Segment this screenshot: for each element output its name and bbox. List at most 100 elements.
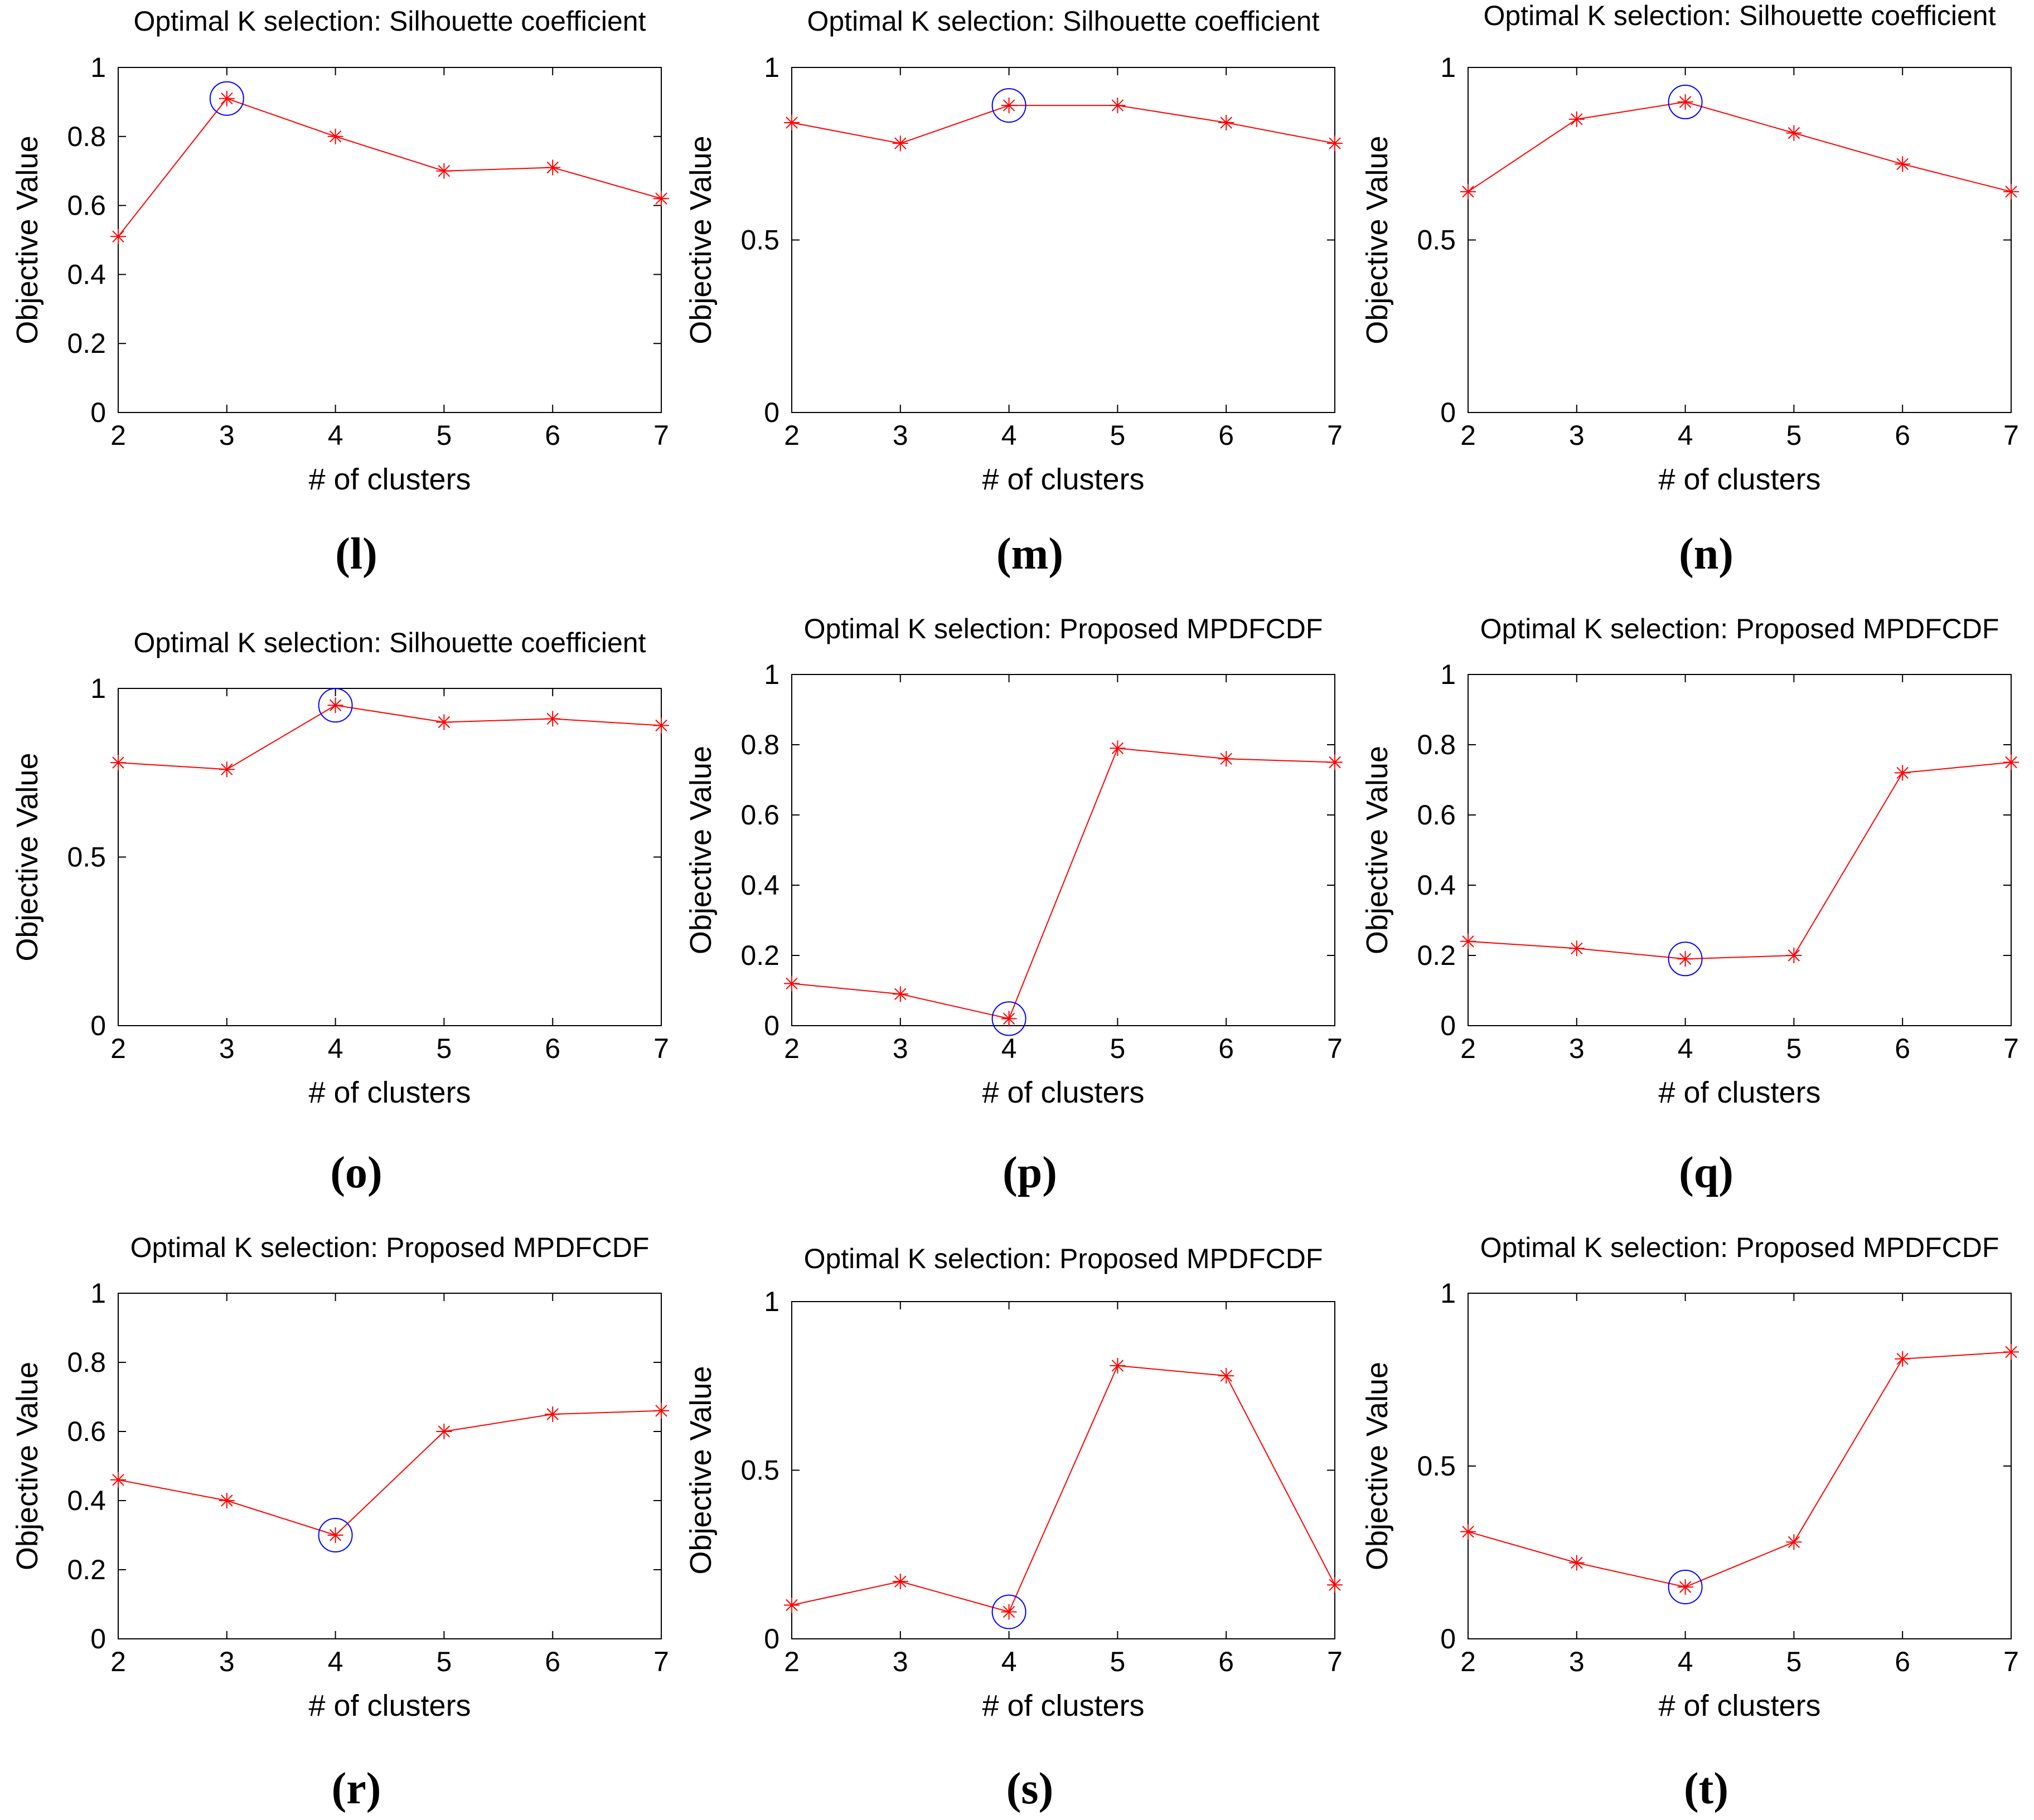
x-tick-label: 5 xyxy=(1110,420,1125,451)
x-tick-label: 5 xyxy=(1110,1646,1125,1677)
panel-label-letter: r xyxy=(346,1764,366,1813)
chart-title: Optimal K selection: Proposed MPDFCDF xyxy=(1480,613,1999,644)
data-point-marker xyxy=(653,1402,669,1419)
selected-k-circle xyxy=(1668,1570,1703,1604)
x-tick-label: 3 xyxy=(893,1033,908,1064)
chart-panel-l: 2 3 4 5 6 7 0 0.2 0.4 0.6 0.8 1 Optimal K selection:… xyxy=(11,6,669,579)
y-tick-label: 0.8 xyxy=(1417,729,1456,760)
selected-k-circle xyxy=(209,81,244,116)
data-point-marker xyxy=(1786,1534,1802,1550)
data-point-marker xyxy=(892,986,908,1002)
x-tick-label: 6 xyxy=(1895,420,1910,451)
marker-stroke-d2 xyxy=(2005,756,2017,769)
y-tick-label: 1 xyxy=(764,52,779,83)
data-point-marker xyxy=(1001,98,1017,114)
x-tick-label: 3 xyxy=(893,420,908,451)
x-axis-label: # of clusters xyxy=(308,463,471,496)
y-tick-label: 0.6 xyxy=(67,1416,106,1447)
x-tick-label: 4 xyxy=(1678,1033,1693,1064)
y-tick-label: 0.4 xyxy=(740,870,779,901)
x-tick-label: 2 xyxy=(1460,420,1476,451)
chart-title: Optimal K selection: Proposed MPDFCDF xyxy=(804,1243,1323,1274)
y-tick-label: 0 xyxy=(764,1623,779,1654)
y-tick-label: 0.5 xyxy=(67,842,106,873)
series-line xyxy=(1468,761,2012,960)
marker-stroke-d2 xyxy=(894,988,907,1001)
x-tick-label: 3 xyxy=(219,420,235,451)
y-tick-label: 0.2 xyxy=(740,940,779,971)
marker-stroke-d2 xyxy=(1111,1360,1124,1372)
panel-label: (s) xyxy=(1006,1764,1053,1813)
chart-panel-q: 2 3 4 5 6 7 0 0.2 0.4 0.6 0.8 1 Optimal K selection:… xyxy=(1360,613,2019,1197)
marker-stroke-d2 xyxy=(786,117,798,129)
chart-panel-o: 2 3 4 5 6 7 0 0.5 1 Optimal K selection: Silhouet… xyxy=(11,627,669,1197)
x-tick-label: 4 xyxy=(1678,1646,1693,1677)
marker-stroke-d2 xyxy=(2005,1346,2017,1358)
marker-stroke-d2 xyxy=(221,1494,233,1507)
y-tick-label: 0.5 xyxy=(1417,225,1456,256)
data-point-marker xyxy=(327,697,343,714)
x-tick-label: 7 xyxy=(1327,1033,1343,1064)
data-point-marker xyxy=(1786,948,1802,963)
y-tick-label: 0.6 xyxy=(740,799,779,831)
x-tick-label: 6 xyxy=(1218,1033,1234,1064)
axes-box xyxy=(1468,674,2012,1026)
x-tick-label: 6 xyxy=(1218,420,1234,451)
series-line xyxy=(791,748,1335,1020)
data-point-marker xyxy=(545,159,561,176)
chart-title: Optimal K selection: Silhouette coeffici… xyxy=(807,6,1319,37)
x-tick-label: 2 xyxy=(784,1033,800,1064)
marker-stroke-d2 xyxy=(112,756,124,769)
chart-title: Optimal K selection: Silhouette coeffici… xyxy=(1483,0,1996,31)
chart-title: Optimal K selection: Proposed MPDFCDF xyxy=(804,613,1323,644)
marker-stroke-d2 xyxy=(1896,766,1909,779)
chart-panel-s: 2 3 4 5 6 7 0 0.5 1 Optimal K selection: Proposed… xyxy=(684,1243,1343,1813)
y-tick-label: 0 xyxy=(90,397,106,428)
marker-stroke-d2 xyxy=(112,1474,124,1486)
data-point-marker xyxy=(1001,1011,1017,1027)
panel-label: (t) xyxy=(1684,1764,1728,1813)
marker-stroke-d2 xyxy=(1896,1353,1909,1365)
data-point-marker xyxy=(892,1574,908,1590)
marker-stroke-d2 xyxy=(655,1405,667,1417)
marker-stroke-d2 xyxy=(1788,127,1800,139)
y-axis-label: Objective Value xyxy=(11,135,44,344)
x-tick-label: 4 xyxy=(1001,1033,1017,1064)
panel-label-letter: s xyxy=(1021,1764,1038,1813)
marker-stroke-d2 xyxy=(1679,953,1692,965)
axes-box xyxy=(791,674,1335,1026)
selected-k-circle xyxy=(1668,941,1703,977)
data-point-marker xyxy=(1895,1351,1911,1367)
data-point-marker xyxy=(327,1527,343,1543)
marker-stroke-d2 xyxy=(1679,1581,1692,1593)
x-tick-label: 5 xyxy=(1110,1033,1125,1064)
series-line xyxy=(1468,1351,2012,1588)
x-axis-label: # of clusters xyxy=(982,1076,1144,1109)
data-point-marker xyxy=(784,975,800,992)
x-tick-label: 7 xyxy=(653,1646,669,1677)
marker-stroke-d2 xyxy=(1679,96,1692,108)
data-point-marker xyxy=(784,1597,800,1613)
y-tick-label: 0 xyxy=(90,1010,106,1041)
marker-stroke-d2 xyxy=(1571,942,1583,955)
x-tick-label: 2 xyxy=(110,1646,126,1677)
axes-box xyxy=(118,1293,662,1639)
marker-stroke-d2 xyxy=(1329,137,1341,149)
data-point-marker xyxy=(2003,1344,2019,1360)
chart-panel-n: 2 3 4 5 6 7 0 0.5 1 Optimal K selection: Silhouet… xyxy=(1360,0,2019,579)
data-point-marker xyxy=(1786,125,1802,141)
marker-stroke-d2 xyxy=(1788,949,1800,962)
x-tick-label: 5 xyxy=(1786,1646,1801,1677)
y-tick-label: 1 xyxy=(1440,659,1456,690)
data-point-marker xyxy=(2003,754,2019,770)
x-tick-label: 5 xyxy=(436,1646,452,1677)
y-tick-label: 1 xyxy=(90,52,106,83)
y-tick-label: 0.4 xyxy=(67,259,106,290)
series-line xyxy=(791,105,1335,144)
selected-k-circle xyxy=(991,1001,1026,1036)
x-tick-label: 2 xyxy=(110,420,126,451)
x-tick-label: 5 xyxy=(436,420,452,451)
data-point-marker xyxy=(436,1424,452,1439)
series-line xyxy=(118,98,662,237)
panel-label-letter: n xyxy=(1694,530,1719,579)
